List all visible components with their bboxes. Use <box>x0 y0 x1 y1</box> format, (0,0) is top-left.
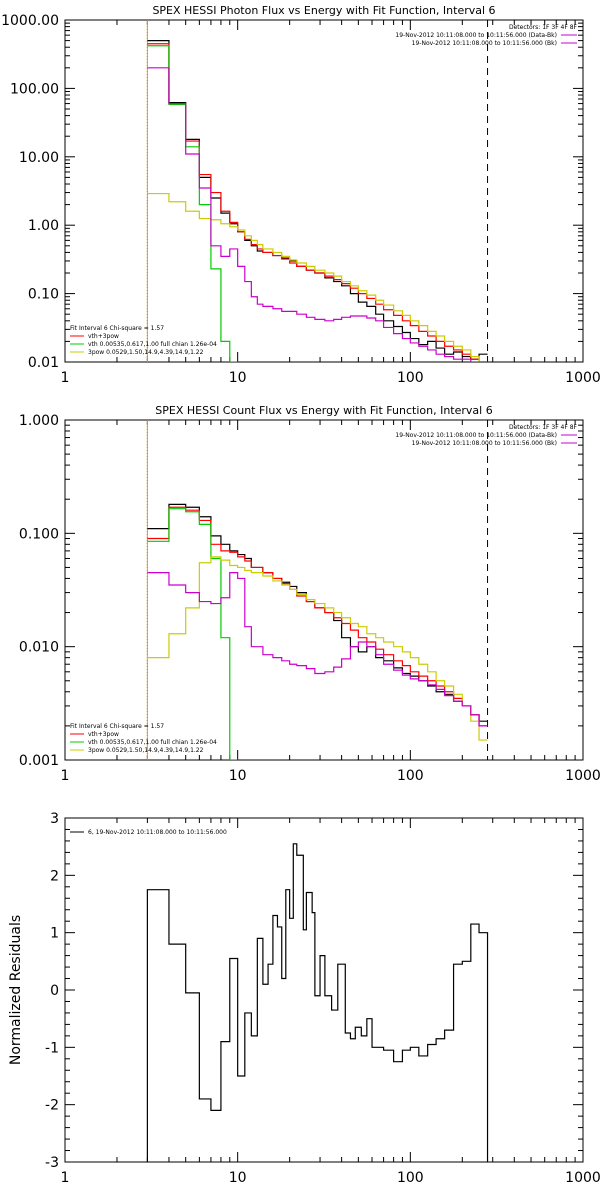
y-tick-label: 3 <box>50 811 59 827</box>
time-interval-label: 19-Nov-2012 10:11:08.000 to 10:11:56.000… <box>395 432 557 439</box>
x-tick-label: 10 <box>229 768 247 784</box>
x-tick-label: 1000 <box>565 768 600 784</box>
x-tick-label: 100 <box>397 1170 424 1186</box>
x-tick-label: 1000 <box>565 1170 600 1186</box>
y-tick-label: 0.001 <box>19 753 59 769</box>
chart-panel-1: SPEX HESSI Photon Flux vs Energy with Fi… <box>1 4 600 386</box>
x-tick-label: 10 <box>229 1170 247 1186</box>
y-tick-label: 0.010 <box>19 640 59 656</box>
chart-title: SPEX HESSI Photon Flux vs Energy with Fi… <box>152 4 495 17</box>
y-tick-label: 1 <box>50 926 59 942</box>
detectors-label: Detectors: 1F 3F 4F 8F <box>509 24 578 31</box>
y-tick-label: 2 <box>50 868 59 884</box>
y-tick-label: -1 <box>45 1040 59 1056</box>
y-tick-label: 1000.00 <box>1 13 59 29</box>
plot-data <box>146 420 489 760</box>
x-tick-label: 100 <box>397 370 424 386</box>
x-tick-label: 1000 <box>565 370 600 386</box>
legend-label: vth 0.00535,0.617,1.00 full chian 1.26e-… <box>88 341 217 348</box>
series-1-step-line <box>147 39 488 360</box>
chart-title: SPEX HESSI Count Flux vs Energy with Fit… <box>155 404 492 417</box>
series-2-step-line <box>147 506 488 727</box>
y-tick-label: 0.100 <box>19 526 59 542</box>
plot-frame <box>64 19 584 363</box>
time-interval-label: 19-Nov-2012 10:11:08.000 to 10:11:56.000… <box>412 440 557 447</box>
series-3-step-line <box>147 508 238 760</box>
y-tick-label: -3 <box>45 1155 59 1171</box>
x-tick-label: 1 <box>61 768 70 784</box>
y-tick-label: 1.000 <box>19 413 59 429</box>
plot-data <box>146 20 489 362</box>
chart-panel-2: SPEX HESSI Count Flux vs Energy with Fit… <box>19 404 600 784</box>
y-tick-label: -2 <box>45 1098 59 1114</box>
plot-data <box>146 843 489 1162</box>
x-tick-label: 1 <box>61 370 70 386</box>
time-interval-label: 19-Nov-2012 10:11:08.000 to 10:11:56.000… <box>395 32 557 39</box>
x-tick-label: 10 <box>229 370 247 386</box>
legend-label: vth+3pow <box>88 731 119 738</box>
y-axis-label: Normalized Residuals <box>8 915 24 1065</box>
time-interval-label: 19-Nov-2012 10:11:08.000 to 10:11:56.000… <box>412 40 557 47</box>
legend-label: vth 0.00535,0.617,1.00 full chian 1.26e-… <box>88 739 217 746</box>
series-4-step-line <box>147 192 488 362</box>
y-tick-label: 0.01 <box>28 355 59 371</box>
legend-label: vth+3pow <box>88 333 119 340</box>
x-tick-label: 100 <box>397 768 424 784</box>
legend-label: 3pow 0.0529,1.50,14.9,4.39,14.9,1.22 <box>88 349 204 356</box>
legend-label: 3pow 0.0529,1.50,14.9,4.39,14.9,1.22 <box>88 747 204 754</box>
x-tick-label: 1 <box>61 1170 70 1186</box>
fit-legend-header: Fit Interval 6 Chi-square = 1.57 <box>70 325 164 332</box>
y-tick-label: 0 <box>50 983 59 999</box>
series-3-step-line <box>147 45 238 362</box>
y-tick-label: 0.10 <box>28 287 59 303</box>
legend-label: 6, 19-Nov-2012 10:11:08.000 to 10:11:56.… <box>88 829 227 836</box>
chart-panel-3: 1 10 100 1000 -3 -2 -1 0 1 2 3 Normalized Residuals… <box>8 811 600 1186</box>
fit-legend-header: Fit Interval 6 Chi-square = 1.57 <box>70 723 164 730</box>
detectors-label: Detectors: 1F 3F 4F 8F <box>509 424 578 431</box>
plot-frame <box>64 817 584 1163</box>
y-tick-label: 10.00 <box>19 150 59 166</box>
series-4-step-line <box>147 556 488 741</box>
series-1-step-line <box>146 843 489 1162</box>
y-tick-label: 1.00 <box>28 218 59 234</box>
series-5-step-line <box>147 572 488 727</box>
y-tick-label: 100.00 <box>10 81 59 97</box>
series-5-step-line <box>147 67 488 362</box>
plot-frame <box>64 419 584 761</box>
series-2-step-line <box>147 43 488 362</box>
